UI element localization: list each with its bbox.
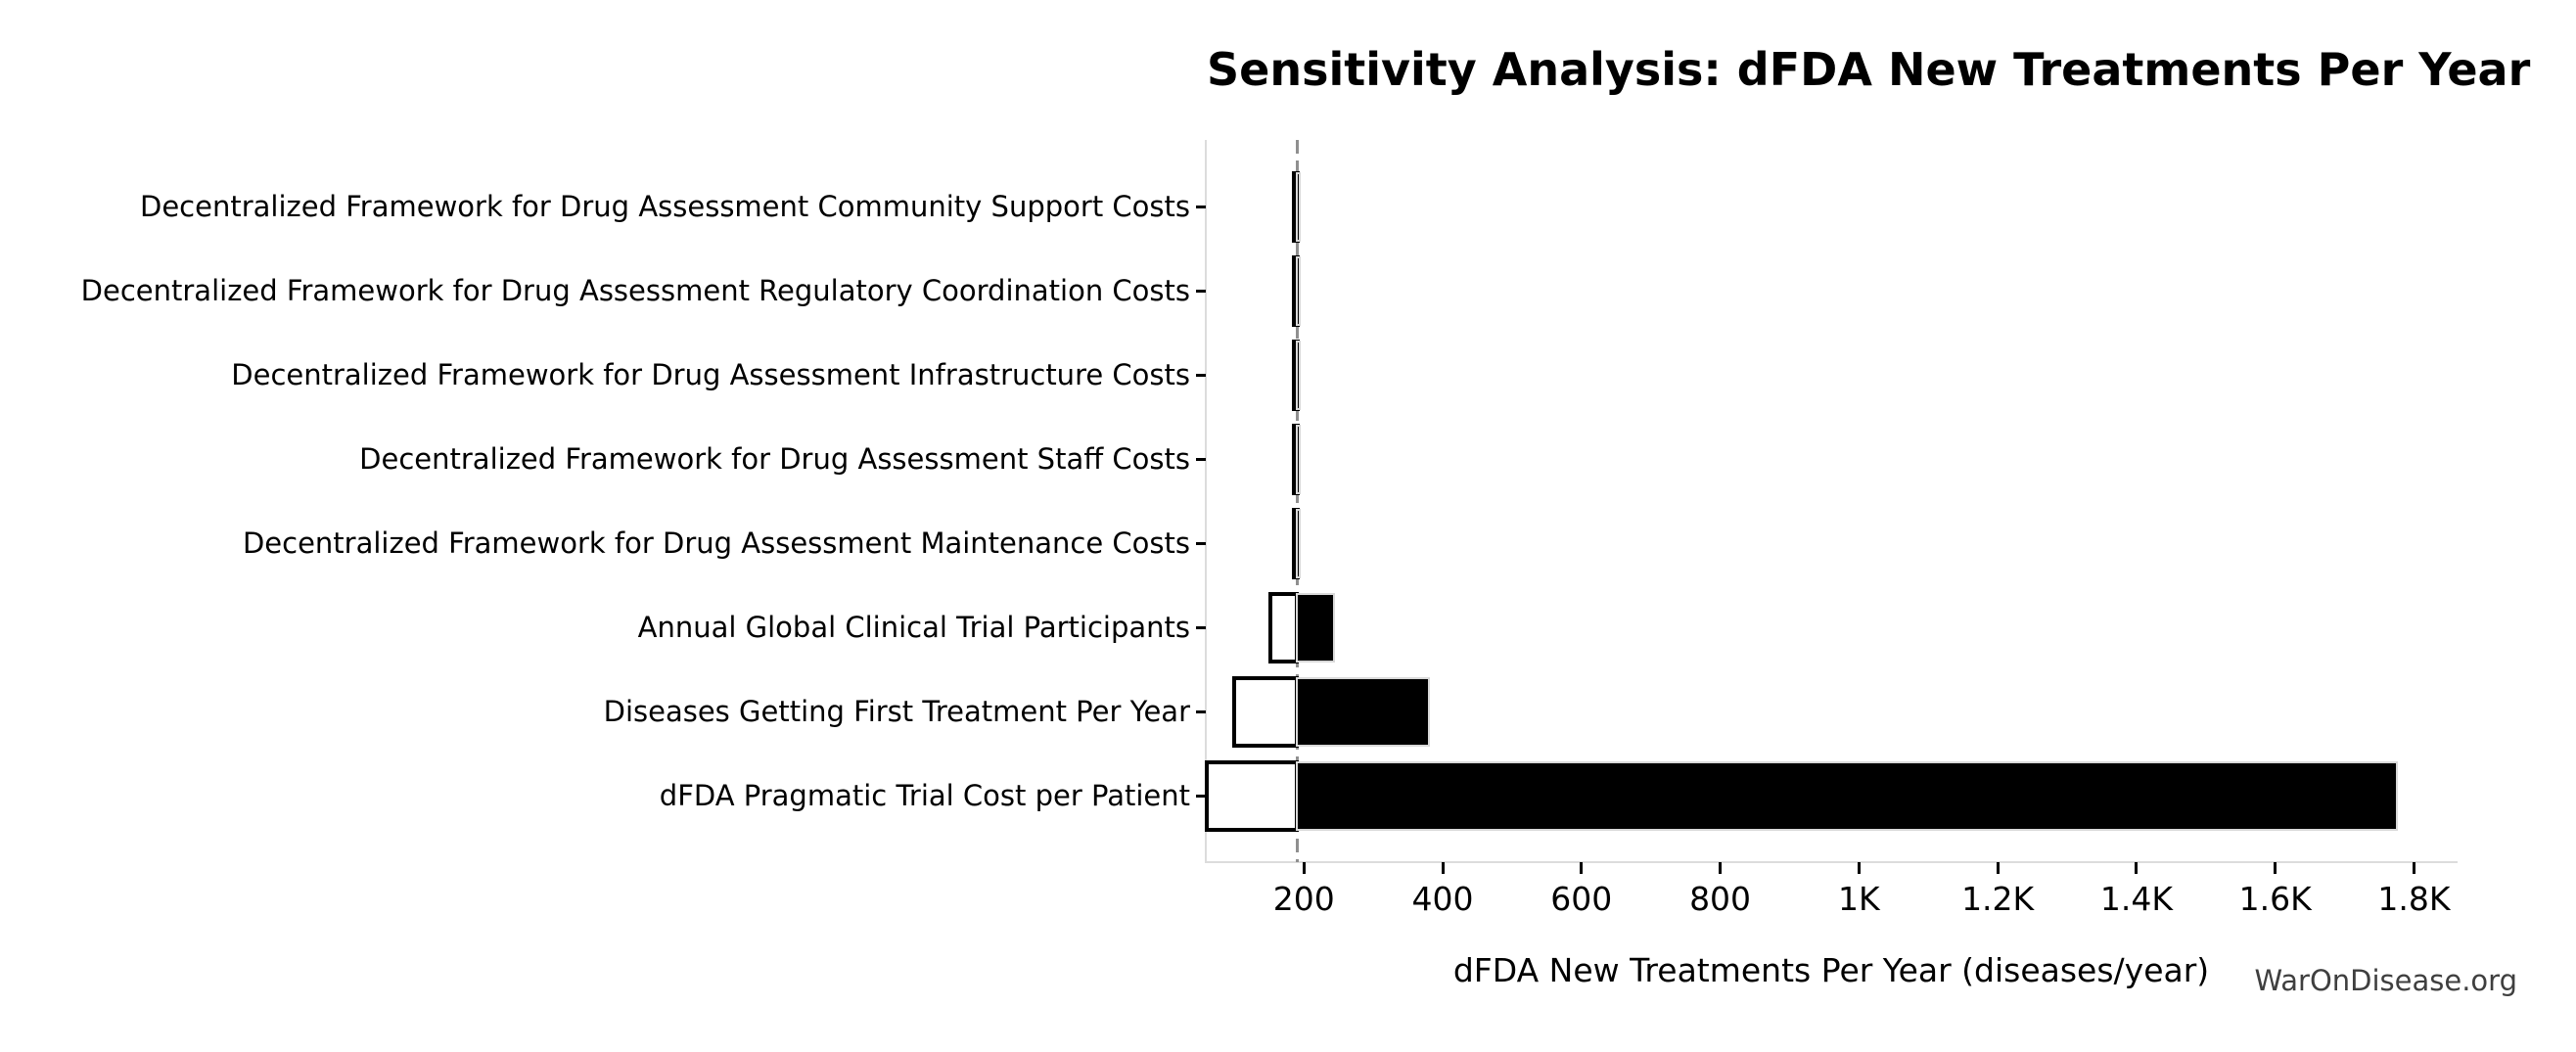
- y-tick-mark: [1196, 457, 1206, 461]
- x-tick-mark: [2135, 862, 2139, 874]
- bar-high: [1296, 592, 1335, 663]
- watermark: WarOnDisease.org: [2254, 964, 2517, 997]
- x-tick-label: 1.4K: [2099, 880, 2173, 918]
- x-tick-mark: [2274, 862, 2277, 874]
- x-axis-title: dFDA New Treatments Per Year (diseases/y…: [1452, 951, 2210, 989]
- y-tick-mark: [1196, 541, 1206, 545]
- bar-low: [1205, 759, 1300, 832]
- x-tick-mark: [1996, 862, 2000, 874]
- bar-low: [1268, 591, 1300, 663]
- y-tick-mark: [1196, 709, 1206, 713]
- y-axis-label: Diseases Getting First Treatment Per Yea…: [603, 695, 1190, 728]
- x-tick-mark: [1580, 862, 1584, 874]
- y-axis-label: Decentralized Framework for Drug Assessm…: [359, 442, 1190, 476]
- bar-low: [1231, 675, 1300, 748]
- bar-high: [1296, 760, 2398, 831]
- y-tick-mark: [1196, 205, 1206, 208]
- x-tick-mark: [1719, 862, 1723, 874]
- y-tick-mark: [1196, 289, 1206, 293]
- y-axis-line: [1205, 140, 1207, 862]
- chart-title: Sensitivity Analysis: dFDA New Treatment…: [1207, 43, 2531, 96]
- y-axis-label: Decentralized Framework for Drug Assessm…: [231, 358, 1190, 391]
- x-axis-line: [1205, 861, 2458, 863]
- x-tick-label: 1.8K: [2377, 880, 2451, 918]
- x-tick-mark: [2412, 862, 2415, 874]
- bar-high: [1296, 508, 1301, 578]
- x-tick-label: 1K: [1838, 880, 1880, 918]
- x-tick-label: 1.2K: [1961, 880, 2035, 918]
- y-axis-label: dFDA Pragmatic Trial Cost per Patient: [659, 779, 1190, 812]
- y-axis-label: Annual Global Clinical Trial Participant…: [637, 611, 1190, 644]
- x-tick-mark: [1302, 862, 1306, 874]
- x-tick-label: 200: [1272, 880, 1335, 918]
- x-tick-label: 1.6K: [2238, 880, 2312, 918]
- y-axis-label: Decentralized Framework for Drug Assessm…: [242, 526, 1190, 560]
- x-tick-label: 400: [1411, 880, 1474, 918]
- x-tick-label: 800: [1689, 880, 1752, 918]
- x-tick-mark: [1441, 862, 1445, 874]
- y-tick-mark: [1196, 625, 1206, 629]
- bar-high: [1296, 676, 1430, 747]
- y-axis-label: Decentralized Framework for Drug Assessm…: [80, 274, 1190, 307]
- bar-high: [1296, 171, 1301, 242]
- x-tick-label: 600: [1550, 880, 1613, 918]
- bar-high: [1296, 424, 1301, 494]
- y-tick-mark: [1196, 794, 1206, 798]
- bar-high: [1296, 255, 1301, 326]
- y-axis-label: Decentralized Framework for Drug Assessm…: [140, 190, 1190, 223]
- bar-high: [1296, 340, 1301, 410]
- y-tick-mark: [1196, 373, 1206, 377]
- x-tick-mark: [1857, 862, 1861, 874]
- baseline-dashed-line: [1295, 140, 1299, 862]
